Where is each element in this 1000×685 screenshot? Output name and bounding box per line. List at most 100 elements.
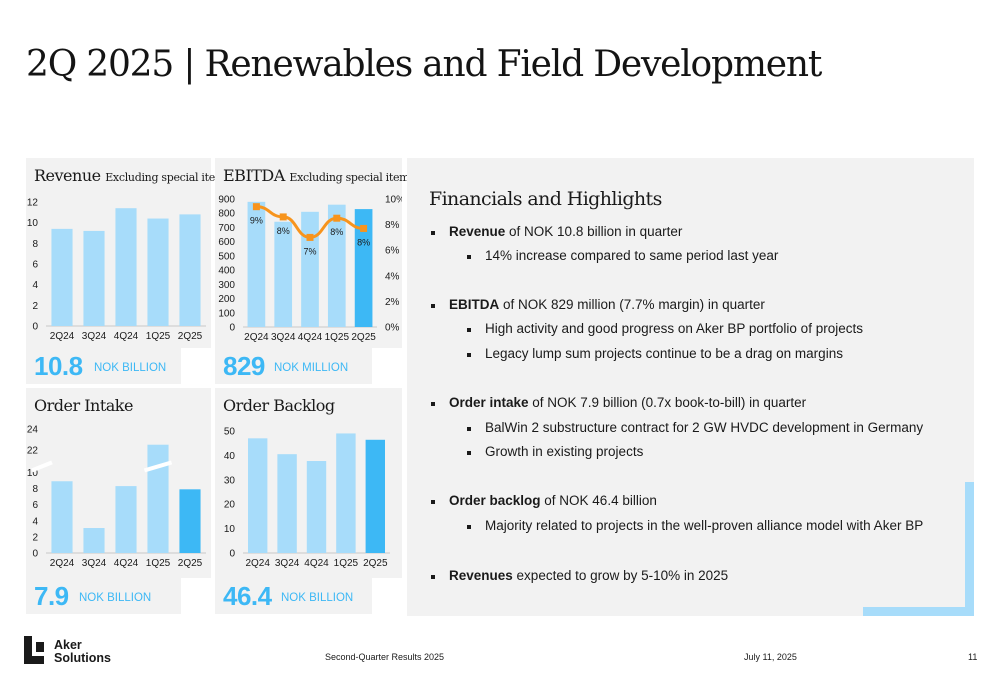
- revenue-panel: Revenue Excluding special items 0 2 4 6 8 10 1…: [26, 158, 231, 348]
- margin-label: 8%: [277, 226, 290, 236]
- x-tick-label: 2Q25: [178, 558, 203, 569]
- order-backlog-kpi: 46.4 NOK BILLION: [215, 578, 372, 614]
- bullet-icon: [467, 328, 471, 332]
- x-tick-label: 3Q24: [275, 558, 300, 569]
- highlight-item-text: High activity and good progress on Aker …: [485, 321, 863, 336]
- order-backlog-kpi-unit: NOK BILLION: [281, 592, 354, 604]
- highlight-subitem: Legacy lump sum projects continue to be …: [467, 346, 843, 361]
- x-tick-label: 1Q25: [146, 331, 171, 342]
- highlight-item-text: BalWin 2 substructure contract for 2 GW …: [485, 420, 924, 435]
- highlight-subitem: High activity and good progress on Aker …: [467, 321, 863, 336]
- order-backlog-kpi-value: 46.4: [223, 581, 272, 611]
- revenue-subtitle: Excluding special items: [105, 171, 231, 184]
- y-tick-label: 4: [32, 280, 38, 291]
- bar: [301, 211, 319, 327]
- y-tick-label: 12: [27, 198, 39, 209]
- bar: [247, 438, 268, 553]
- revenue-kpi-unit: NOK BILLION: [94, 362, 167, 374]
- y-tick-label: 400: [218, 266, 235, 277]
- y-tick-label: 8: [32, 484, 38, 495]
- highlight-item-text: Majority related to projects in the well…: [485, 518, 924, 533]
- highlights-heading: Financials and Highlights: [429, 188, 662, 210]
- highlight-item-bold: EBITDA: [449, 297, 500, 312]
- margin-point: [333, 214, 341, 222]
- x-tick-label: 4Q24: [298, 332, 323, 343]
- y-tick-label: 10: [27, 218, 39, 229]
- y-tick-label: 8: [32, 239, 38, 250]
- highlight-subitem: Majority related to projects in the well…: [467, 518, 924, 533]
- y-tick-label: 10: [27, 468, 39, 479]
- y-tick-label: 20: [224, 500, 236, 511]
- bar: [277, 454, 297, 553]
- logo-line-1: Aker: [54, 638, 82, 652]
- x-tick-label: 1Q25: [334, 558, 359, 569]
- ebitda-panel: EBITDA Excluding special items 0 100 200 30…: [215, 158, 415, 348]
- bullet-icon: [467, 255, 471, 259]
- ebitda-title: EBITDA Excluding special items: [223, 166, 415, 185]
- highlight-item-text: of NOK 10.8 billion in quarter: [505, 224, 683, 239]
- order-backlog-chart: 0 10 20 30 40 50 2Q24 3Q24 4Q24 1Q25 2Q25: [224, 427, 390, 569]
- page-title: 2Q 2025 | Renewables and Field Developme…: [26, 44, 822, 85]
- revenue-kpi: 10.8 NOK BILLION: [26, 348, 181, 384]
- bullet-icon: [431, 402, 435, 406]
- bar: [147, 444, 169, 553]
- y-tick-label: 900: [218, 195, 235, 206]
- bar: [365, 439, 386, 553]
- y-tick-label: 22: [27, 445, 39, 456]
- x-tick-label: 2Q24: [50, 558, 75, 569]
- x-tick-label: 1Q25: [146, 558, 171, 569]
- order-intake-panel: Order Intake 0 2 4 6 8 10 22 24 2Q24 3Q24 4Q24 1Q25…: [26, 388, 211, 578]
- decorative-bar-vertical: [965, 482, 974, 616]
- y2-tick-label: 2%: [385, 297, 400, 308]
- logo-line-2: Solutions: [54, 651, 111, 665]
- highlight-item: Revenues expected to grow by 5-10% in 20…: [431, 568, 729, 583]
- bar: [327, 204, 346, 327]
- margin-label: 9%: [250, 216, 263, 226]
- bullet-icon: [431, 304, 435, 308]
- x-tick-label: 2Q25: [363, 558, 388, 569]
- highlight-item-text: of NOK 46.4 billion: [540, 493, 657, 508]
- bar: [51, 228, 73, 326]
- margin-label: 8%: [357, 237, 370, 247]
- footer-document-title: Second-Quarter Results 2025: [325, 652, 445, 662]
- y-tick-label: 0: [229, 323, 235, 334]
- y-tick-label: 600: [218, 237, 235, 248]
- footer-date: July 11, 2025: [744, 652, 797, 662]
- highlight-subitem: BalWin 2 substructure contract for 2 GW …: [467, 420, 924, 435]
- bar: [51, 481, 73, 553]
- highlight-item-text: expected to grow by 5-10% in 2025: [512, 568, 729, 583]
- margin-point: [306, 233, 314, 241]
- y-tick-label: 2: [32, 532, 38, 543]
- x-tick-label: 4Q24: [114, 558, 139, 569]
- highlight-item-text: 14% increase compared to same period las…: [485, 248, 779, 263]
- x-tick-label: 3Q24: [82, 558, 107, 569]
- highlight-subitem: Growth in existing projects: [467, 444, 643, 459]
- y-tick-label: 500: [218, 251, 235, 262]
- revenue-title: Revenue Excluding special items: [34, 166, 231, 185]
- bar: [179, 489, 201, 553]
- ebitda-kpi-value: 829: [223, 351, 265, 381]
- x-tick-label: 3Q24: [271, 332, 296, 343]
- x-tick-label: 4Q24: [304, 558, 329, 569]
- logo-text: Aker Solutions: [54, 639, 111, 665]
- bar: [179, 214, 201, 326]
- bar: [115, 486, 137, 553]
- footer-page-number: 11: [968, 652, 978, 662]
- x-tick-label: 1Q25: [325, 332, 350, 343]
- bar: [83, 230, 105, 326]
- margin-point: [360, 224, 368, 232]
- margin-label: 8%: [330, 227, 343, 237]
- aker-logo-mark-icon: [24, 636, 44, 664]
- axis-break-mark: [31, 460, 53, 473]
- bullet-icon: [467, 525, 471, 529]
- x-tick-label: 2Q24: [244, 332, 269, 343]
- y-tick-label: 10: [224, 524, 236, 535]
- bar: [147, 218, 169, 326]
- highlights-panel: Financials and Highlights Revenue of NOK…: [407, 158, 974, 616]
- y-tick-label: 30: [224, 475, 236, 486]
- order-backlog-panel: Order Backlog 0 10 20 30 40 50 2Q24 3Q24 4Q24 1Q2…: [215, 388, 402, 578]
- highlight-item-bold: Revenues: [449, 568, 513, 583]
- highlight-subitem: 14% increase compared to same period las…: [467, 248, 779, 263]
- bar: [336, 433, 356, 553]
- ebitda-subtitle: Excluding special items: [289, 171, 415, 184]
